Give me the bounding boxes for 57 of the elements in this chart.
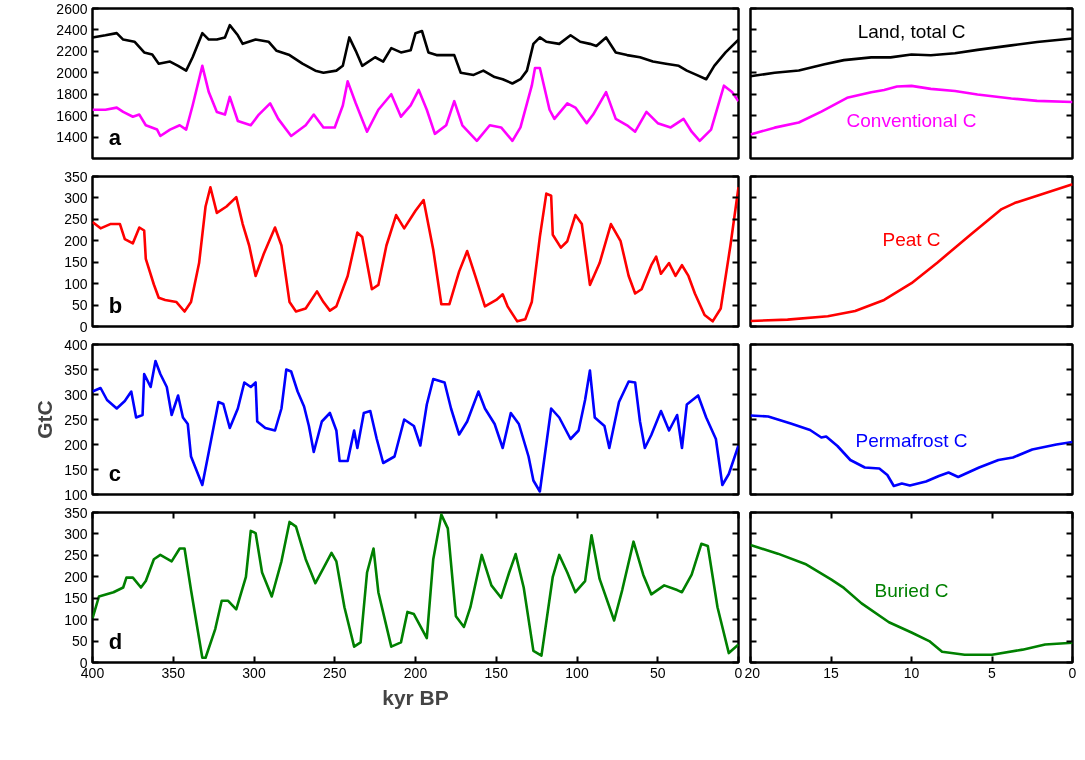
y-tick-label: 300 <box>64 386 88 403</box>
x-tick-label: 0 <box>1068 664 1077 681</box>
line-series <box>92 359 739 493</box>
series-label: Conventional C <box>846 110 977 132</box>
y-tick-label: 200 <box>64 232 88 249</box>
y-tick-label: 350 <box>64 361 88 378</box>
y-tick-label: 50 <box>71 633 88 650</box>
annotation: c <box>108 460 121 486</box>
x-tick-label: 50 <box>649 664 666 681</box>
line-series <box>92 513 739 660</box>
series-label: Peat C <box>882 229 941 251</box>
y-tick-label: 2200 <box>56 43 88 60</box>
x-tick-label: 150 <box>484 664 509 681</box>
x-tick-label: 15 <box>823 664 839 681</box>
x-tick-label: 250 <box>323 664 347 681</box>
y-tick-label: 0 <box>79 318 88 335</box>
y-tick-label: 2400 <box>56 21 88 38</box>
y-tick-label: 350 <box>64 504 88 521</box>
y-tick-label: 200 <box>64 568 88 585</box>
annotation: b <box>108 292 123 318</box>
x-tick-label: 350 <box>161 664 186 681</box>
y-tick-label: 100 <box>64 275 88 292</box>
y-tick-label: 150 <box>64 254 88 271</box>
y-tick-label: 50 <box>71 297 88 314</box>
y-tick-label: 1600 <box>56 107 88 124</box>
y-tick-label: 2000 <box>56 64 88 81</box>
y-tick-label: 100 <box>64 486 88 503</box>
series-label: Buried C <box>874 580 949 602</box>
y-axis-title: GtC <box>33 400 57 439</box>
series-label: Permafrost C <box>855 429 968 451</box>
line-series <box>92 185 739 323</box>
x-tick-label: 0 <box>734 664 743 681</box>
y-tick-label: 250 <box>64 411 88 428</box>
y-tick-label: 2600 <box>56 0 88 17</box>
annotation: a <box>108 124 122 150</box>
x-tick-label: 10 <box>903 664 920 681</box>
y-tick-label: 350 <box>64 168 88 185</box>
y-tick-label: 150 <box>64 590 88 607</box>
y-tick-label: 100 <box>64 611 88 628</box>
x-tick-label: 5 <box>988 664 997 681</box>
y-tick-label: 300 <box>64 525 88 542</box>
y-tick-label: 300 <box>64 189 88 206</box>
x-tick-label: 200 <box>403 664 428 681</box>
annotation: d <box>108 628 123 654</box>
y-tick-label: 200 <box>64 436 88 453</box>
x-axis-title: kyr BP <box>382 685 449 709</box>
line-series <box>92 64 739 143</box>
y-tick-label: 250 <box>64 547 88 564</box>
y-tick-label: 1400 <box>56 129 88 146</box>
series-label: Land, total C <box>857 21 966 43</box>
y-tick-label: 400 <box>64 336 88 353</box>
x-tick-label: 300 <box>242 664 266 681</box>
x-tick-label: 20 <box>744 664 761 681</box>
y-tick-label: 250 <box>64 211 88 228</box>
y-tick-label: 1800 <box>56 86 88 103</box>
x-tick-label: 100 <box>565 664 589 681</box>
y-tick-label: 150 <box>64 461 88 478</box>
